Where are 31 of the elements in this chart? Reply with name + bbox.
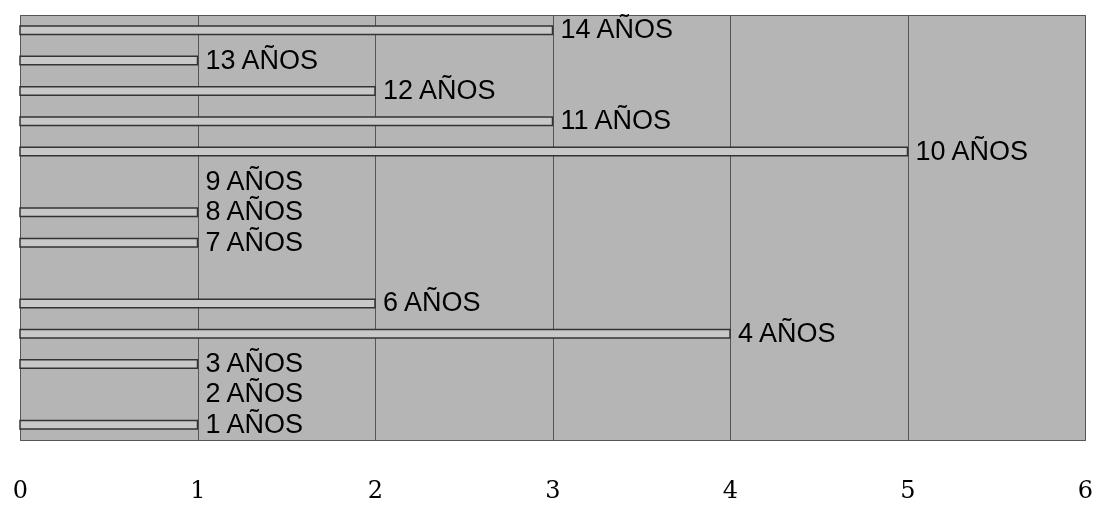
y-tick-label: 12 AÑOS [383, 73, 496, 105]
y-tick-label: 6 AÑOS [383, 286, 481, 318]
x-tick-label: 4 [722, 475, 739, 504]
x-tick-label: 0 [12, 475, 29, 504]
y-tick-label: 9 AÑOS [205, 164, 304, 196]
y-tick-label: 4 AÑOS [738, 316, 836, 348]
x-tick-label: 6 [1077, 475, 1094, 504]
y-tick-label: 1 AÑOS [205, 407, 304, 439]
bar [19, 55, 199, 66]
y-tick-label: 13 AÑOS [205, 43, 319, 75]
bar [19, 419, 199, 430]
y-tick-label: 11 AÑOS [560, 104, 672, 136]
y-tick-label: 14 AÑOS [560, 13, 674, 45]
y-tick-label: 10 AÑOS [915, 134, 1029, 166]
bar [19, 146, 909, 157]
bar [19, 328, 731, 339]
x-tick-label: 3 [545, 475, 561, 504]
x-tick-label: 1 [190, 475, 206, 504]
y-tick-label: 7 AÑOS [205, 225, 304, 257]
y-tick-label: 3 AÑOS [205, 347, 304, 379]
bar [19, 25, 554, 36]
bar [19, 359, 199, 370]
y-tick-label: 8 AÑOS [205, 195, 304, 227]
bar [19, 298, 376, 309]
x-tick-label: 5 [900, 475, 916, 504]
bar [19, 237, 199, 248]
bar [19, 207, 199, 218]
bar [19, 85, 376, 96]
bar [19, 116, 554, 127]
y-tick-label: 2 AÑOS [205, 377, 304, 409]
x-tick-label: 2 [367, 475, 384, 504]
